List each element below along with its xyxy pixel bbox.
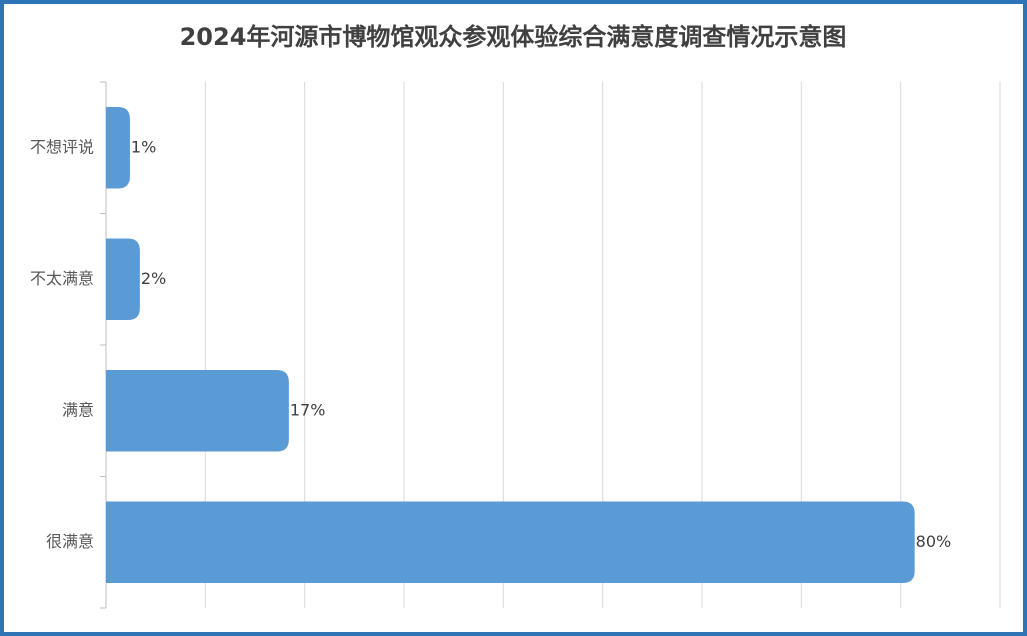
bar	[106, 106, 130, 189]
y-tick-label: 不太满意	[30, 269, 94, 288]
data-label: 2%	[141, 269, 166, 288]
bar	[106, 238, 140, 321]
y-tick-label: 很满意	[46, 532, 94, 551]
chart-title: 2024年河源市博物馆观众参观体验综合满意度调查情况示意图	[180, 23, 847, 51]
data-label: 17%	[290, 400, 326, 419]
data-label: 1%	[131, 137, 156, 156]
bar	[106, 501, 915, 584]
y-tick-label: 满意	[62, 400, 94, 419]
data-label: 80%	[916, 532, 952, 551]
bar	[106, 369, 289, 452]
y-tick-label: 不想评说	[30, 137, 94, 156]
